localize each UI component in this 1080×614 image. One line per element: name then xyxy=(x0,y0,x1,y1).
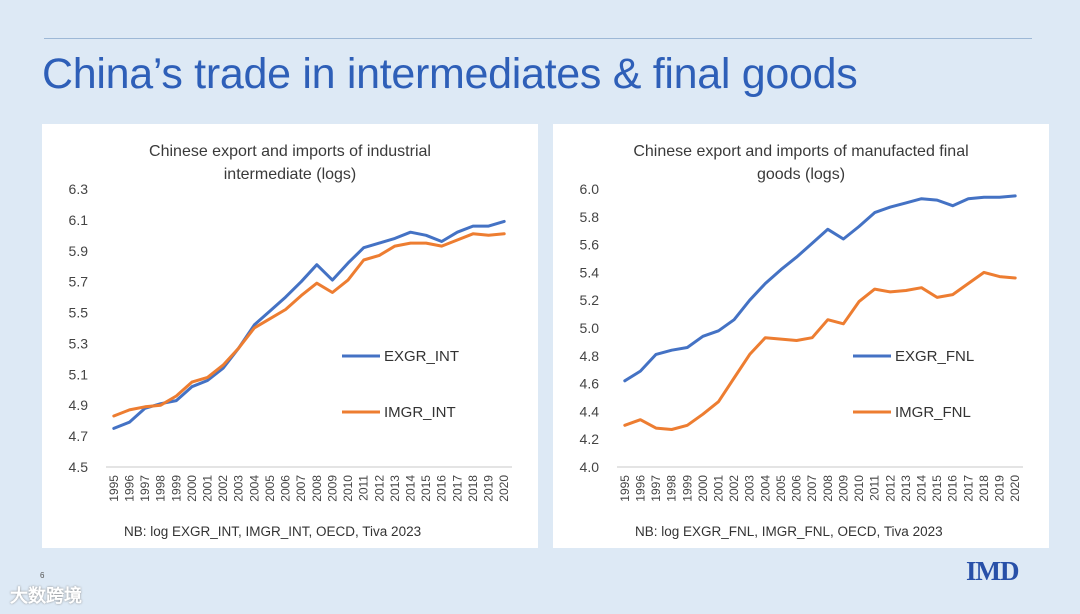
x-tick-label: 1998 xyxy=(154,475,168,502)
y-tick-label: 5.8 xyxy=(580,209,600,225)
y-tick-label: 5.0 xyxy=(580,320,600,336)
chart-panel-final-goods: Chinese export and imports of manufacted… xyxy=(553,124,1049,548)
x-tick-label: 2012 xyxy=(883,475,897,502)
y-tick-label: 4.8 xyxy=(580,348,600,364)
x-tick-label: 2007 xyxy=(805,475,819,502)
y-tick-label: 6.3 xyxy=(69,181,89,197)
chart-source-note: NB: log EXGR_FNL, IMGR_FNL, OECD, Tiva 2… xyxy=(635,524,943,539)
y-tick-label: 5.7 xyxy=(69,274,89,290)
y-tick-label: 4.6 xyxy=(580,376,600,392)
x-tick-label: 2006 xyxy=(279,475,293,502)
x-tick-label: 2019 xyxy=(993,475,1007,502)
legend-label: EXGR_FNL xyxy=(895,348,974,365)
y-tick-label: 5.3 xyxy=(69,335,89,351)
x-tick-label: 2018 xyxy=(977,475,991,502)
slide-title: China’s trade in intermediates & final g… xyxy=(42,50,858,98)
chart-panel-intermediates: Chinese export and imports of industrial… xyxy=(42,124,538,548)
y-tick-label: 5.4 xyxy=(580,264,600,280)
x-tick-label: 2007 xyxy=(294,475,308,502)
x-tick-label: 1996 xyxy=(633,475,647,502)
x-tick-label: 2003 xyxy=(743,475,757,502)
y-tick-label: 6.1 xyxy=(69,212,89,228)
x-tick-label: 1997 xyxy=(138,475,152,502)
y-tick-label: 6.0 xyxy=(580,181,600,197)
chart-title-line-2: goods (logs) xyxy=(756,166,846,183)
x-tick-label: 2017 xyxy=(961,475,975,502)
series-line-imgr-int xyxy=(112,232,506,418)
x-tick-label: 2016 xyxy=(435,475,449,502)
y-tick-label: 4.4 xyxy=(580,403,600,419)
x-tick-label: 2004 xyxy=(247,475,261,502)
x-tick-label: 2002 xyxy=(727,475,741,502)
legend-label: IMGR_FNL xyxy=(895,404,971,421)
title-divider xyxy=(44,38,1032,39)
x-tick-label: 1999 xyxy=(680,475,694,502)
x-tick-label: 2010 xyxy=(852,475,866,502)
x-tick-label: 2016 xyxy=(946,475,960,502)
x-tick-label: 1998 xyxy=(665,475,679,502)
y-tick-label: 4.2 xyxy=(580,431,600,447)
x-tick-label: 2015 xyxy=(419,475,433,502)
x-tick-label: 2018 xyxy=(466,475,480,502)
y-tick-label: 5.2 xyxy=(580,292,600,308)
series-line-exgr-fnl xyxy=(623,194,1017,383)
x-tick-label: 1995 xyxy=(618,475,632,502)
y-tick-label: 5.9 xyxy=(69,243,89,259)
x-tick-label: 2001 xyxy=(712,475,726,502)
legend-label: EXGR_INT xyxy=(384,348,459,365)
x-tick-label: 2014 xyxy=(915,475,929,502)
x-tick-label: 2019 xyxy=(482,475,496,502)
x-tick-label: 2000 xyxy=(185,475,199,502)
y-tick-label: 4.7 xyxy=(69,428,89,444)
x-tick-label: 2005 xyxy=(774,475,788,502)
imd-logo: IMD xyxy=(966,556,1019,586)
series-line-imgr-fnl xyxy=(623,270,1017,431)
x-tick-label: 2015 xyxy=(930,475,944,502)
legend-label: IMGR_INT xyxy=(384,404,456,421)
x-tick-label: 2013 xyxy=(388,475,402,502)
x-tick-label: 2020 xyxy=(497,475,511,502)
x-tick-label: 1995 xyxy=(107,475,121,502)
x-tick-label: 2002 xyxy=(216,475,230,502)
x-tick-label: 2008 xyxy=(310,475,324,502)
x-tick-label: 1996 xyxy=(122,475,136,502)
x-tick-label: 2017 xyxy=(450,475,464,502)
x-tick-label: 2005 xyxy=(263,475,277,502)
page-number: 6 xyxy=(40,571,45,580)
x-tick-label: 1999 xyxy=(169,475,183,502)
x-tick-label: 2011 xyxy=(357,475,371,501)
series-line-exgr-int xyxy=(112,219,506,430)
chart-source-note: NB: log EXGR_INT, IMGR_INT, OECD, Tiva 2… xyxy=(124,524,422,539)
x-tick-label: 2011 xyxy=(868,475,882,501)
y-tick-label: 5.1 xyxy=(69,366,89,382)
chart-title-line-2: intermediate (logs) xyxy=(223,166,357,183)
chart-title-line-1: Chinese export and imports of manufacted… xyxy=(633,143,969,160)
y-tick-label: 4.5 xyxy=(69,459,89,475)
x-tick-label: 2008 xyxy=(821,475,835,502)
y-tick-label: 5.6 xyxy=(580,237,600,253)
x-tick-label: 2009 xyxy=(836,475,850,502)
x-tick-label: 2013 xyxy=(899,475,913,502)
x-tick-label: 2020 xyxy=(1008,475,1022,502)
x-tick-label: 2000 xyxy=(696,475,710,502)
x-tick-label: 1997 xyxy=(649,475,663,502)
y-tick-label: 4.9 xyxy=(69,397,89,413)
x-tick-label: 2009 xyxy=(325,475,339,502)
y-tick-label: 4.0 xyxy=(580,459,600,475)
x-tick-label: 2012 xyxy=(372,475,386,502)
chart-title-line-1: Chinese export and imports of industrial xyxy=(149,143,431,160)
x-tick-label: 2006 xyxy=(790,475,804,502)
y-tick-label: 5.5 xyxy=(69,305,89,321)
x-tick-label: 2001 xyxy=(201,475,215,502)
x-tick-label: 2004 xyxy=(758,475,772,502)
watermark-text: 大数跨境 xyxy=(10,586,82,606)
x-tick-label: 2010 xyxy=(341,475,355,502)
x-tick-label: 2014 xyxy=(404,475,418,502)
x-tick-label: 2003 xyxy=(232,475,246,502)
